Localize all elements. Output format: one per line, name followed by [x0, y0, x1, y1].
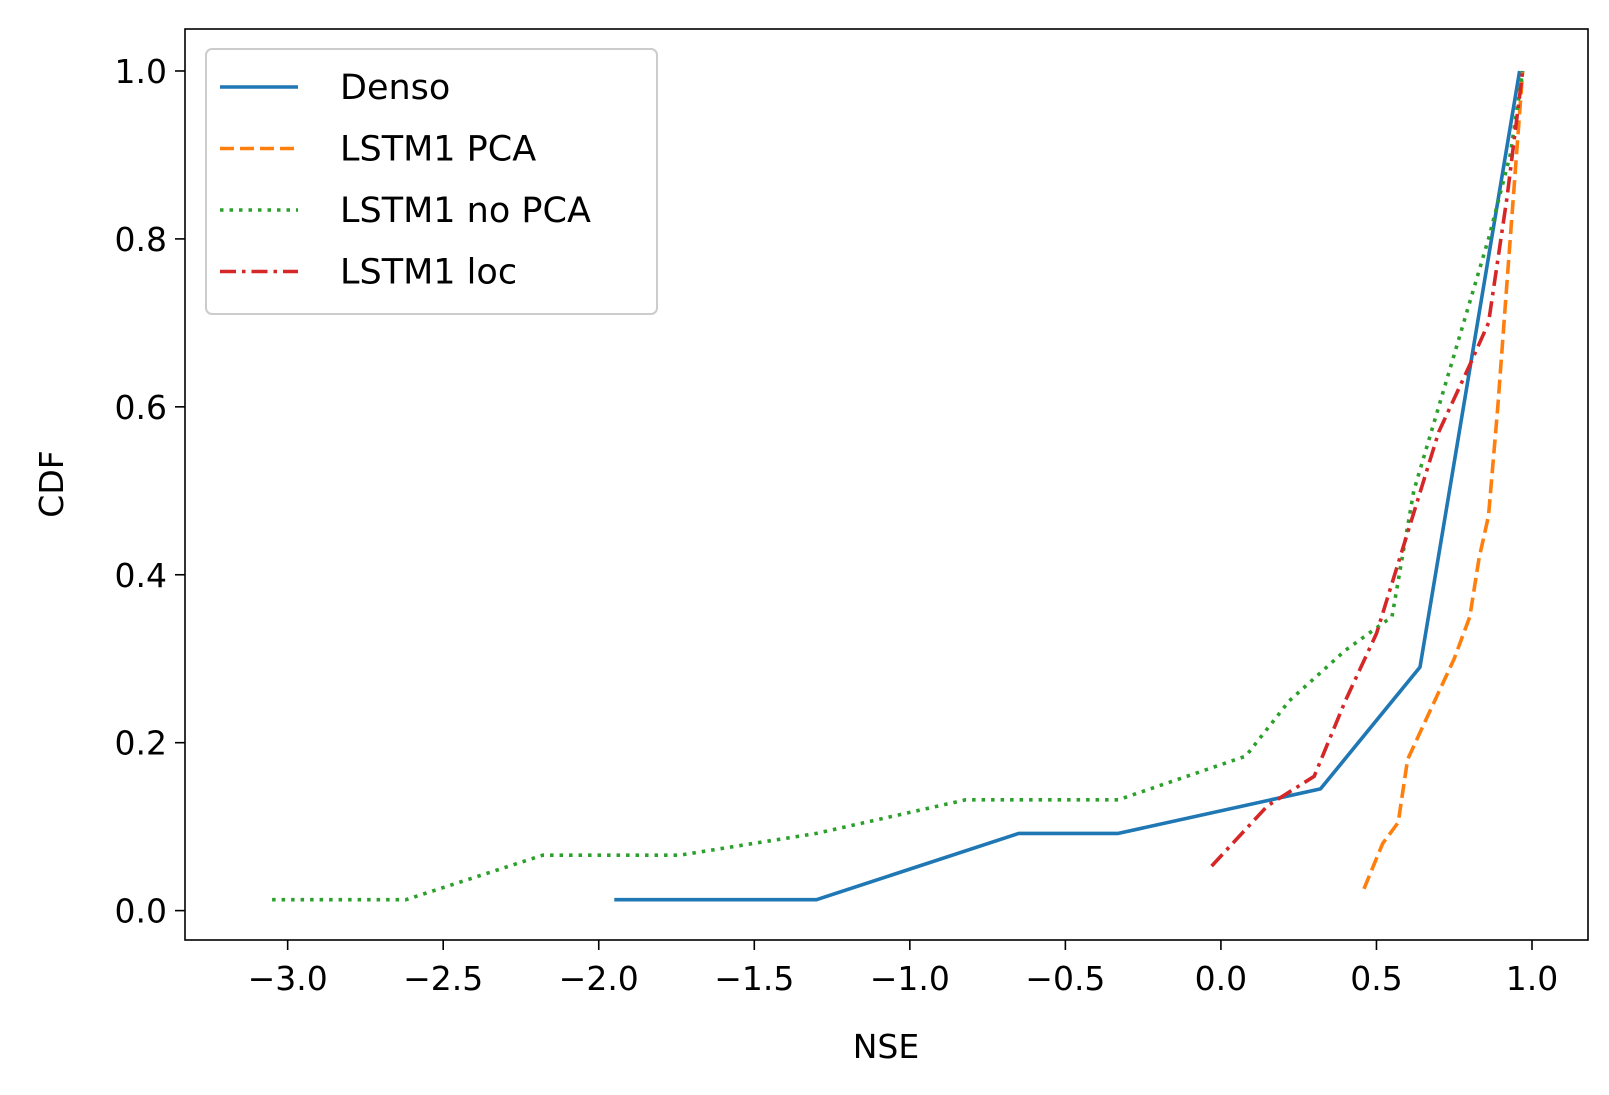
x-tick-label: 0.5	[1350, 959, 1402, 998]
legend-label: LSTM1 PCA	[340, 130, 536, 170]
x-tick-label: −2.0	[559, 959, 639, 998]
y-tick-label: 0.8	[115, 220, 167, 259]
x-axis-label: NSE	[853, 1027, 919, 1066]
series-layer	[272, 70, 1525, 902]
x-tick-label: −3.0	[248, 959, 328, 998]
y-tick-label: 1.0	[115, 52, 167, 91]
y-axis-label: CDF	[32, 450, 71, 517]
x-tick-label: 0.0	[1195, 959, 1247, 998]
y-tick-label: 0.0	[115, 892, 167, 931]
y-tick-label: 0.4	[115, 556, 167, 595]
x-tick-label: −1.0	[870, 959, 950, 998]
x-tick-label: 1.0	[1506, 959, 1558, 998]
x-tick-label: −2.5	[403, 959, 483, 998]
x-axis: −3.0 −2.5 −2.0 −1.5 −1.0 −0.5 0.0 0.5 1.0	[248, 940, 1558, 998]
series-line-2	[1362, 70, 1525, 890]
legend-box	[205, 48, 658, 315]
y-tick-label: 0.6	[115, 388, 167, 427]
y-tick-label: 0.2	[115, 724, 167, 763]
series-line-1	[614, 70, 1522, 902]
x-tick-label: −1.5	[714, 959, 794, 998]
legend-label: Denso	[340, 68, 450, 108]
legend-label: LSTM1 no PCA	[340, 191, 591, 231]
y-axis: 0.0 0.2 0.4 0.6 0.8 1.0	[115, 52, 185, 931]
plot-frame	[184, 28, 1589, 941]
series-line-4	[1210, 70, 1525, 868]
legend: Denso LSTM1 PCA LSTM1 no PCA LSTM1 loc	[205, 48, 658, 315]
legend-label: LSTM1 loc	[340, 253, 517, 293]
x-tick-label: −0.5	[1025, 959, 1105, 998]
